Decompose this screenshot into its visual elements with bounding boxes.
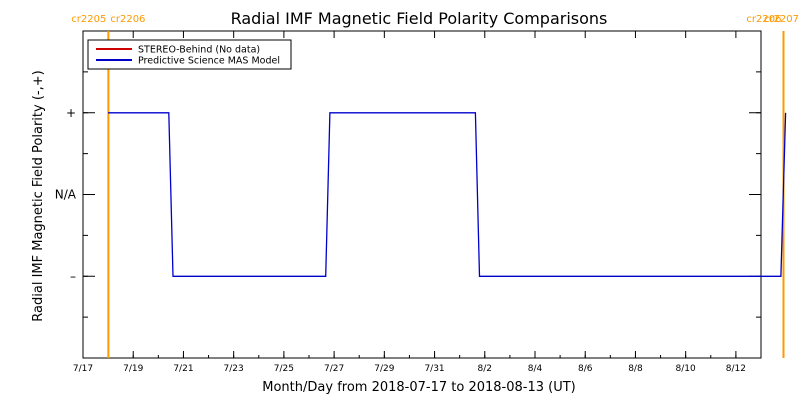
- carrington-label-left: cr2205: [71, 14, 106, 25]
- legend: STEREO-Behind (No data)Predictive Scienc…: [87, 39, 292, 70]
- x-tick-label: 7/31: [424, 364, 444, 374]
- x-tick-label: 7/25: [274, 364, 294, 374]
- x-tick-label: 7/29: [374, 364, 394, 374]
- y-tick-label: –: [70, 269, 76, 283]
- x-tick-label: 7/23: [224, 364, 244, 374]
- x-tick-label: 8/6: [578, 364, 593, 374]
- chart-title: Radial IMF Magnetic Field Polarity Compa…: [231, 9, 608, 28]
- legend-entry-label: STEREO-Behind (No data): [138, 45, 260, 56]
- x-tick-label: 8/12: [726, 364, 746, 374]
- carrington-label-left: cr2206: [746, 14, 781, 25]
- x-axis-label: Month/Day from 2018-07-17 to 2018-08-13 …: [262, 380, 575, 395]
- x-tick-label: 7/21: [173, 364, 193, 374]
- x-tick-label: 7/17: [73, 364, 93, 374]
- series-layer: [108, 112, 787, 277]
- x-axis-ticks: 7/17 7/19 7/21 7/23 7/25 7/27 7/29 7/31 8/2 8/4 8/…: [73, 31, 762, 374]
- x-tick-label: 7/19: [123, 364, 143, 374]
- x-tick-label: 8/4: [528, 364, 543, 374]
- series-line-mas-model: [108, 112, 787, 277]
- x-tick-label: 8/10: [676, 364, 696, 374]
- plot-frame: [82, 30, 762, 359]
- legend-box: [87, 39, 292, 70]
- x-tick-label: 8/8: [628, 364, 643, 374]
- y-tick-label: +: [66, 106, 76, 120]
- y-tick-label: N/A: [55, 188, 77, 202]
- legend-entry-label: Predictive Science MAS Model: [138, 56, 280, 67]
- x-tick-label: 8/2: [478, 364, 492, 374]
- carrington-label-right: cr2206: [110, 14, 145, 25]
- x-tick-label: 7/27: [324, 364, 344, 374]
- y-axis-label: Radial IMF Magnetic Field Polarity (-,+): [31, 70, 46, 321]
- y-axis-ticks: + N/A –: [55, 30, 761, 359]
- carrington-label-right: cr2207: [764, 14, 799, 25]
